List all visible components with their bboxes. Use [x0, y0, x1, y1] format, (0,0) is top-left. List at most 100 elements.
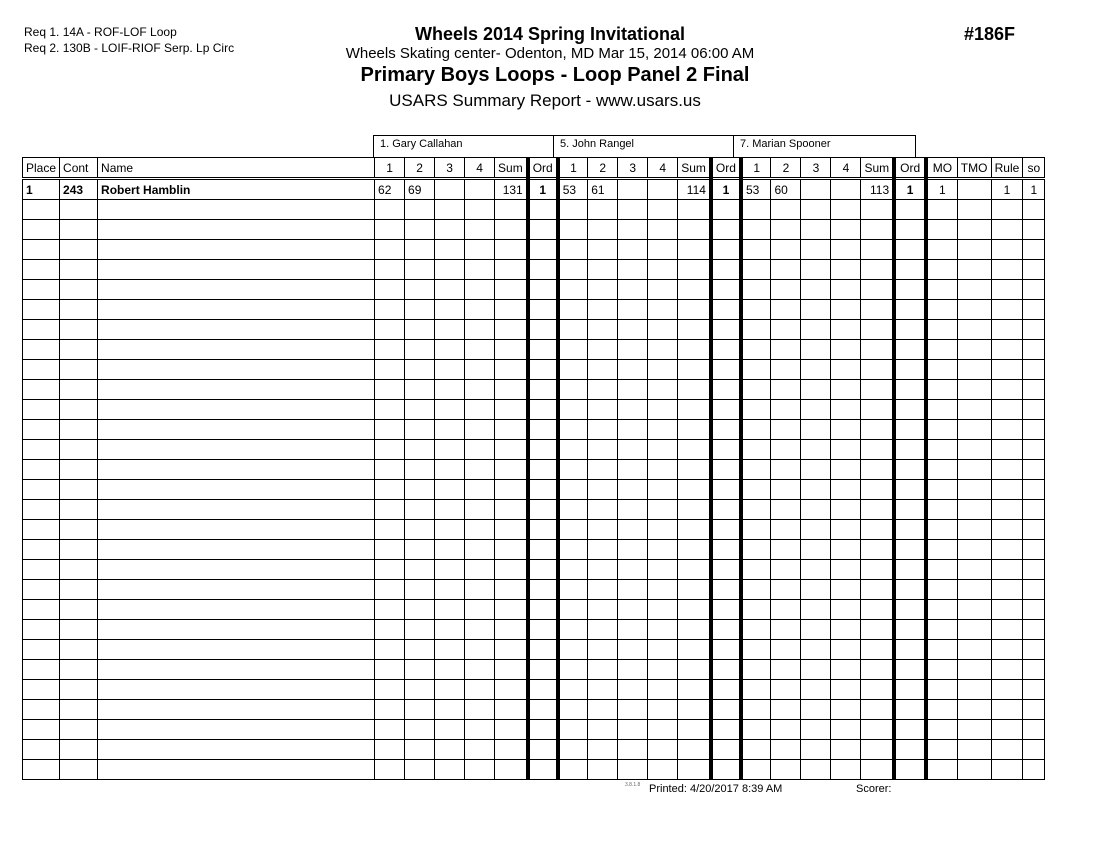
table-cell: [1022, 539, 1046, 560]
table-row: [21, 659, 1046, 680]
table-cell: [555, 579, 589, 600]
table-cell: [21, 419, 61, 440]
table-cell: [647, 459, 679, 480]
table-cell: [494, 259, 529, 280]
table-row: [21, 539, 1046, 560]
table-cell: [860, 379, 895, 400]
table-cell: [892, 319, 927, 340]
table-cell: [617, 339, 649, 360]
table-row: [21, 199, 1046, 220]
column-header: 3: [617, 157, 649, 179]
table-row: [21, 559, 1046, 580]
table-row: [21, 639, 1046, 660]
table-cell: [990, 399, 1024, 420]
table-cell: [21, 719, 61, 740]
table-cell: [990, 299, 1024, 320]
table-cell: [59, 319, 99, 340]
table-cell: [464, 219, 496, 240]
table-cell: [21, 319, 61, 340]
table-cell: [59, 379, 99, 400]
table-cell: [1022, 699, 1046, 720]
table-cell: [434, 399, 466, 420]
table-cell: [374, 439, 406, 460]
table-cell: [708, 699, 742, 720]
table-cell: [892, 259, 927, 280]
table-cell: [892, 239, 927, 260]
table-cell: [434, 759, 466, 780]
table-cell: [800, 239, 832, 260]
table-cell: [587, 539, 619, 560]
table-cell: [924, 499, 958, 520]
table-cell: [21, 239, 61, 260]
table-cell: [525, 219, 559, 240]
table-cell: [21, 459, 61, 480]
table-cell: [404, 519, 436, 540]
table-cell: [738, 519, 772, 540]
table-cell: [21, 699, 61, 720]
table-cell: [830, 579, 862, 600]
table-cell: [525, 739, 559, 760]
table-cell: [924, 399, 958, 420]
table-cell: [525, 439, 559, 460]
table-cell: [770, 579, 802, 600]
table-cell: [97, 579, 376, 600]
table-cell: [677, 539, 712, 560]
table-cell: [587, 239, 619, 260]
table-cell: [892, 719, 927, 740]
table-cell: [555, 359, 589, 380]
table-cell: [587, 479, 619, 500]
table-cell: [677, 239, 712, 260]
table-cell: [1022, 399, 1046, 420]
table-cell: [830, 599, 862, 620]
table-cell: [738, 199, 772, 220]
table-cell: [434, 519, 466, 540]
table-cell: [525, 539, 559, 560]
table-cell: [860, 279, 895, 300]
table-cell: [860, 659, 895, 680]
table-cell: [892, 439, 927, 460]
table-cell: [830, 499, 862, 520]
table-cell: [464, 699, 496, 720]
table-cell: [404, 739, 436, 760]
table-cell: [770, 659, 802, 680]
table-cell: [97, 679, 376, 700]
table-cell: [374, 619, 406, 640]
table-cell: [374, 359, 406, 380]
column-header: so: [1022, 157, 1046, 179]
table-cell: [924, 619, 958, 640]
table-cell: [800, 219, 832, 240]
table-cell: [647, 639, 679, 660]
table-cell: [924, 319, 958, 340]
table-cell: [59, 359, 99, 380]
table-cell: [374, 499, 406, 520]
column-header: Ord: [525, 157, 559, 179]
table-cell: [708, 299, 742, 320]
table-cell: [374, 659, 406, 680]
table-cell: [1022, 739, 1046, 760]
table-cell: [59, 399, 99, 420]
table-cell: [956, 177, 992, 200]
table-cell: [860, 539, 895, 560]
table-cell: [525, 279, 559, 300]
table-cell: [830, 359, 862, 380]
table-cell: [647, 239, 679, 260]
table-cell: [374, 239, 406, 260]
table-cell: [892, 399, 927, 420]
table-cell: [59, 719, 99, 740]
table-cell: [956, 739, 992, 760]
table-cell: [892, 299, 927, 320]
table-cell: [21, 379, 61, 400]
table-cell: [555, 519, 589, 540]
table-cell: [647, 539, 679, 560]
table-cell: [464, 599, 496, 620]
table-cell: [555, 739, 589, 760]
table-cell: [892, 279, 927, 300]
table-cell: [434, 459, 466, 480]
table-cell: [677, 599, 712, 620]
table-cell: [647, 419, 679, 440]
table-cell: [708, 639, 742, 660]
table-cell: [990, 499, 1024, 520]
table-cell: [738, 239, 772, 260]
table-cell: [374, 739, 406, 760]
table-cell: [617, 539, 649, 560]
